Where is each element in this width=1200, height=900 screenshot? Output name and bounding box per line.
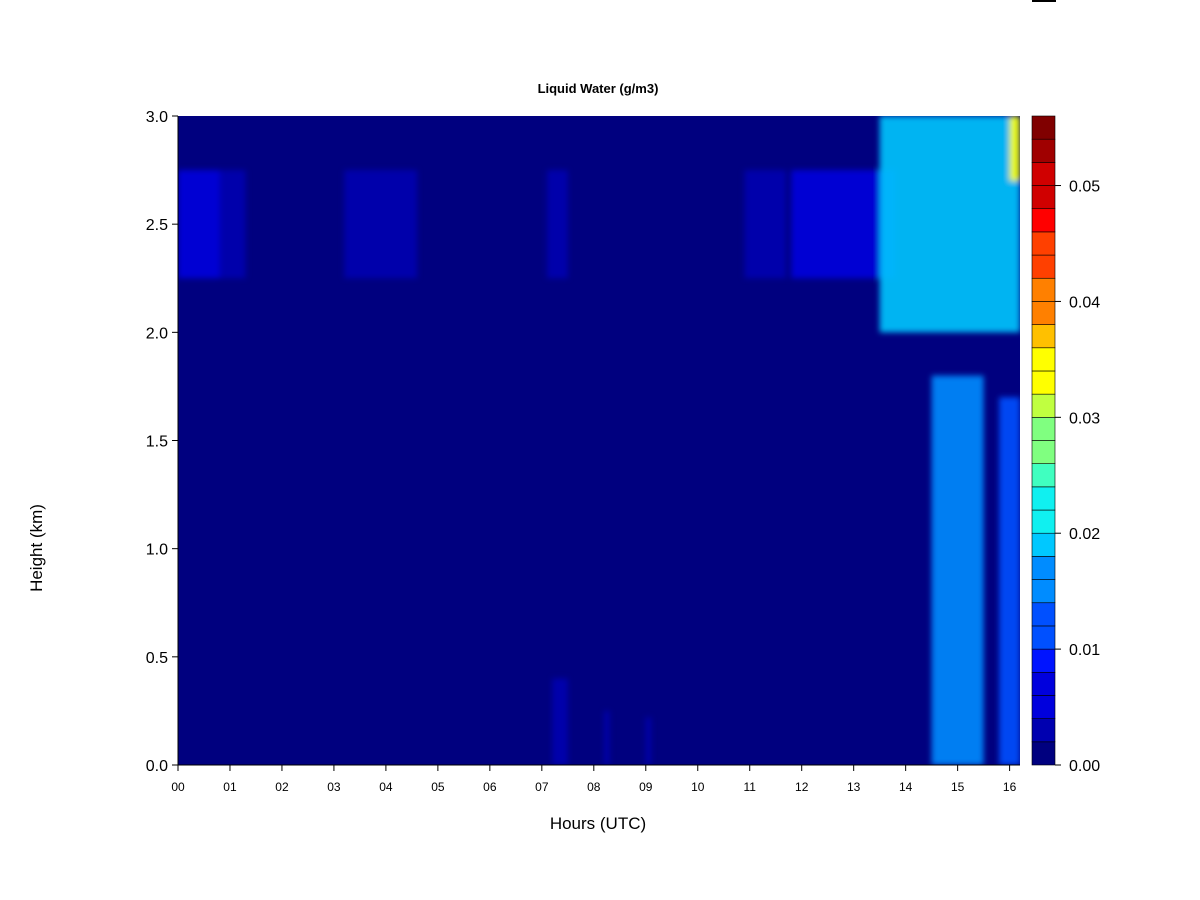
colorbar-swatch (1031, 393, 1056, 418)
heatmap-cell (1009, 116, 1020, 181)
heatmap-cell (999, 397, 1020, 765)
x-tick-label: 14 (899, 780, 913, 794)
x-tick-label: 01 (223, 780, 237, 794)
heatmap-cell (879, 116, 1020, 333)
colorbar-swatch (1031, 185, 1056, 210)
x-tick-label: 05 (431, 780, 445, 794)
colorbar-swatch (1031, 347, 1056, 372)
y-tick-label: 0.0 (146, 758, 168, 775)
colorbar-swatch (1031, 254, 1056, 279)
colorbar-tick-label: 0.01 (1069, 642, 1100, 659)
heatmap-cell (604, 710, 610, 765)
chart-title: Liquid Water (g/m3) (538, 81, 659, 96)
x-tick-label: 12 (795, 780, 809, 794)
heatmap-cell (178, 170, 220, 279)
colorbar-swatch (1031, 695, 1056, 719)
colorbar-swatch (1031, 602, 1056, 627)
colorbar-tick-label: 0.00 (1069, 758, 1100, 775)
x-tick-label: 02 (275, 780, 289, 794)
x-tick-label: 11 (743, 780, 756, 794)
colorbar-swatch (1031, 718, 1056, 743)
colorbar-tick-label: 0.05 (1069, 179, 1100, 196)
colorbar-swatch (1031, 208, 1056, 233)
colorbar-swatch (1031, 231, 1056, 256)
heatmap-cell (744, 170, 787, 279)
x-tick-label: 10 (691, 780, 705, 794)
plot-area (178, 116, 1020, 765)
colorbar-swatch (1031, 301, 1056, 325)
x-tick-label: 07 (535, 780, 549, 794)
heatmap-features (178, 116, 1020, 765)
colorbar-swatch (1031, 648, 1056, 673)
colorbar-tick-label: 0.02 (1069, 526, 1100, 543)
y-axis: 0.0 0.5 1.0 1.5 2.0 2.5 3.0 (146, 109, 179, 775)
y-axis-label: Height (km) (27, 504, 46, 592)
x-tick-label: 06 (483, 780, 497, 794)
x-tick-label: 13 (847, 780, 861, 794)
colorbar-swatch (1031, 162, 1056, 186)
heatmap-cell (931, 375, 984, 765)
y-tick-label: 3.0 (146, 109, 168, 126)
colorbar-tick-label: 0.03 (1069, 410, 1100, 427)
heatmap-cell (344, 170, 418, 279)
x-tick-label: 04 (379, 780, 393, 794)
colorbar-swatch (1031, 741, 1056, 766)
y-tick-label: 1.0 (146, 542, 168, 559)
colorbar-swatch (1031, 138, 1056, 163)
colorbar-swatch (1031, 440, 1056, 464)
colorbar-swatch (1031, 671, 1056, 696)
heatmap-cell (791, 170, 896, 279)
corner-mark (1032, 0, 1056, 2)
heatmap-cell (645, 717, 651, 765)
heatmap-cell (547, 170, 568, 279)
x-tick-label: 09 (639, 780, 653, 794)
y-tick-label: 0.5 (146, 650, 168, 667)
colorbar-tick-label: 0.04 (1069, 294, 1100, 311)
y-tick-label: 2.5 (146, 217, 168, 234)
colorbar-swatch (1031, 579, 1056, 604)
colorbar-swatch (1031, 486, 1056, 511)
x-tick-label: 16 (1003, 780, 1017, 794)
x-tick-label: 08 (587, 780, 601, 794)
colorbar-swatch (1031, 556, 1056, 580)
colorbar-swatch (1031, 509, 1056, 534)
colorbar-swatch (1031, 324, 1056, 349)
x-axis-label: Hours (UTC) (550, 814, 646, 833)
y-tick-label: 2.0 (146, 325, 168, 342)
y-tick-label: 1.5 (146, 434, 168, 451)
x-axis: 00 01 02 03 04 05 06 07 08 09 10 11 12 13 14 15 16 (171, 764, 1020, 794)
colorbar-swatch (1031, 115, 1056, 140)
colorbar-swatch (1031, 625, 1056, 650)
colorbar-swatch (1031, 277, 1056, 302)
x-tick-label: 15 (951, 780, 965, 794)
heatmap-cell (219, 170, 246, 279)
heatmap-cell (552, 678, 568, 765)
x-tick-label: 03 (327, 780, 341, 794)
colorbar-swatch (1031, 532, 1056, 557)
x-tick-label: 00 (171, 780, 185, 794)
colorbar-swatch (1031, 463, 1056, 488)
colorbar: 0.00 0.01 0.02 0.03 0.04 0.05 (1031, 115, 1100, 775)
colorbar-swatch (1031, 417, 1056, 441)
colorbar-swatch (1031, 370, 1056, 395)
